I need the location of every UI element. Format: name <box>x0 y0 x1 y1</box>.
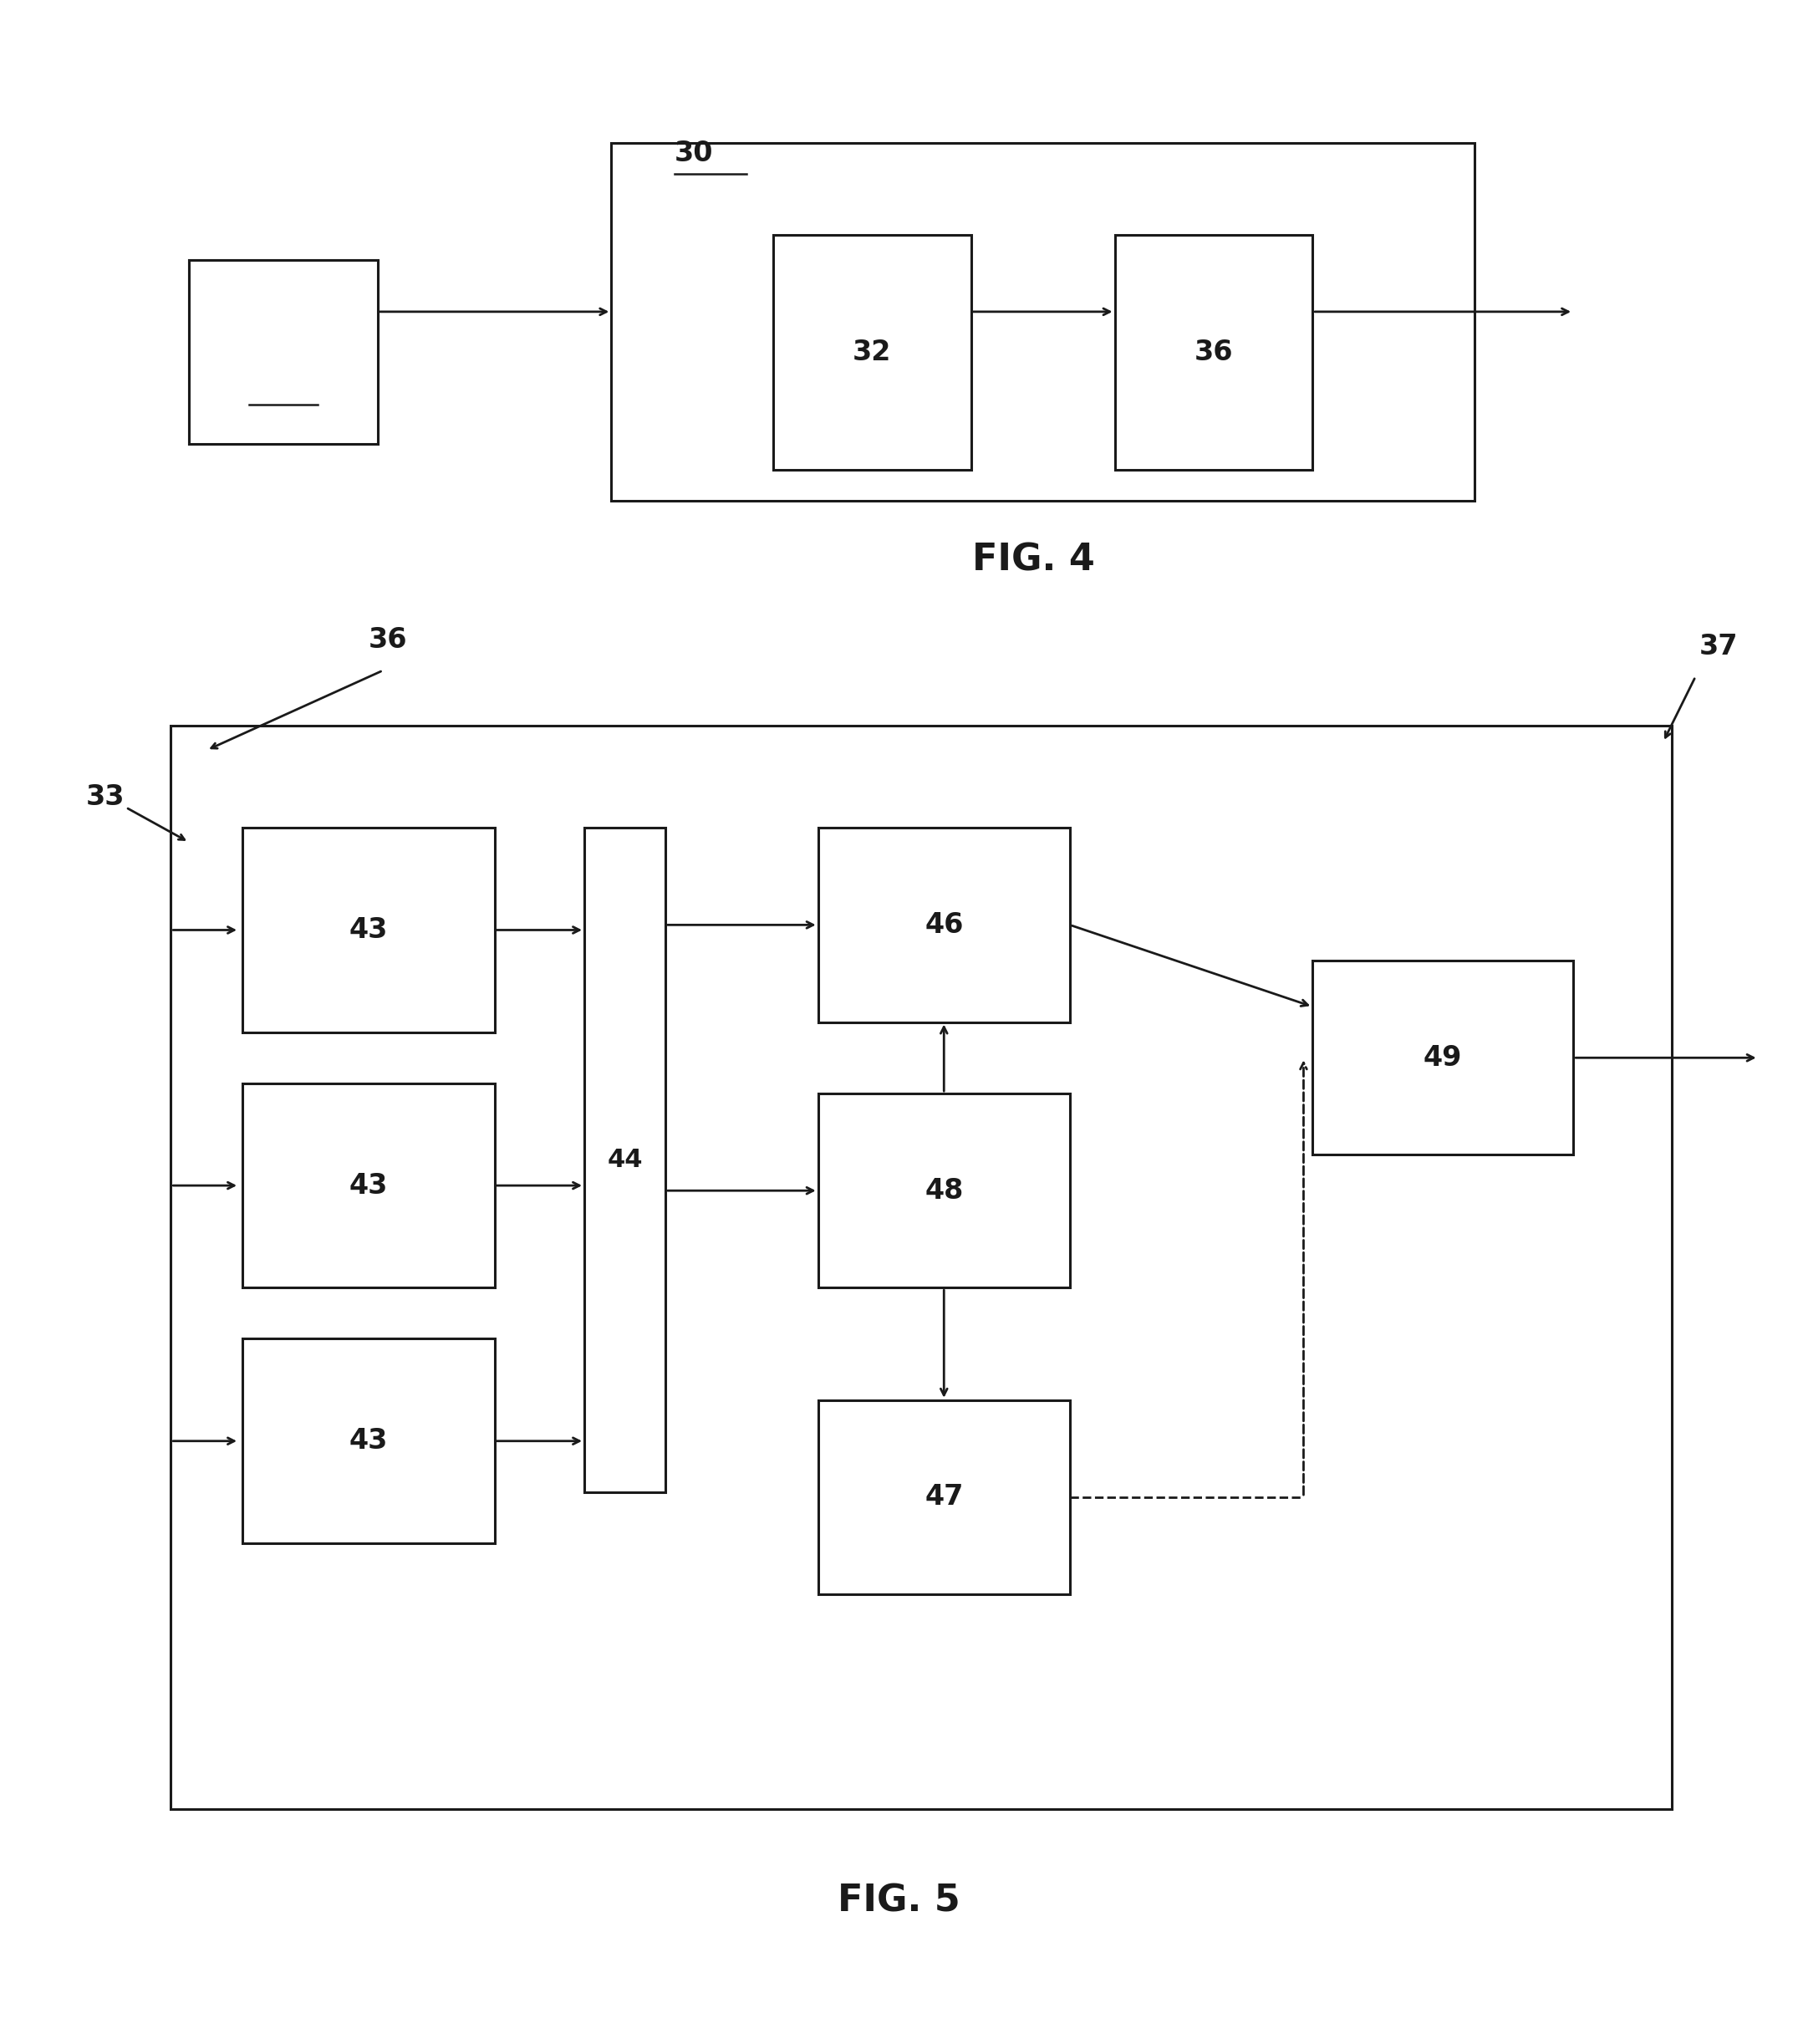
Bar <box>1115 235 1313 470</box>
Text: 36: 36 <box>369 628 408 654</box>
Bar <box>818 1400 1070 1594</box>
Bar <box>171 726 1672 1809</box>
Bar <box>611 143 1474 501</box>
Text: 30: 30 <box>674 141 714 168</box>
Text: 43: 43 <box>349 1427 388 1455</box>
Bar <box>189 260 378 444</box>
Text: 20: 20 <box>264 337 302 366</box>
Bar <box>243 828 494 1032</box>
Bar <box>189 260 378 444</box>
Text: 48: 48 <box>924 1177 964 1204</box>
Bar <box>243 1083 494 1288</box>
Bar <box>818 1094 1070 1288</box>
Text: 47: 47 <box>924 1484 964 1511</box>
Text: 33: 33 <box>86 783 126 811</box>
Text: 49: 49 <box>1424 1044 1462 1071</box>
Text: 46: 46 <box>924 912 964 938</box>
Bar <box>243 1339 494 1543</box>
Text: 43: 43 <box>349 1171 388 1200</box>
Text: 32: 32 <box>852 339 892 366</box>
Bar <box>773 235 971 470</box>
Text: 37: 37 <box>1699 634 1739 660</box>
Text: FIG. 5: FIG. 5 <box>838 1883 960 1919</box>
Text: 44: 44 <box>608 1149 642 1171</box>
Text: 43: 43 <box>349 916 388 944</box>
Text: FIG. 4: FIG. 4 <box>973 542 1095 578</box>
Bar <box>1313 961 1573 1155</box>
Bar <box>584 828 665 1492</box>
Text: 36: 36 <box>1194 339 1233 366</box>
Bar <box>818 828 1070 1022</box>
